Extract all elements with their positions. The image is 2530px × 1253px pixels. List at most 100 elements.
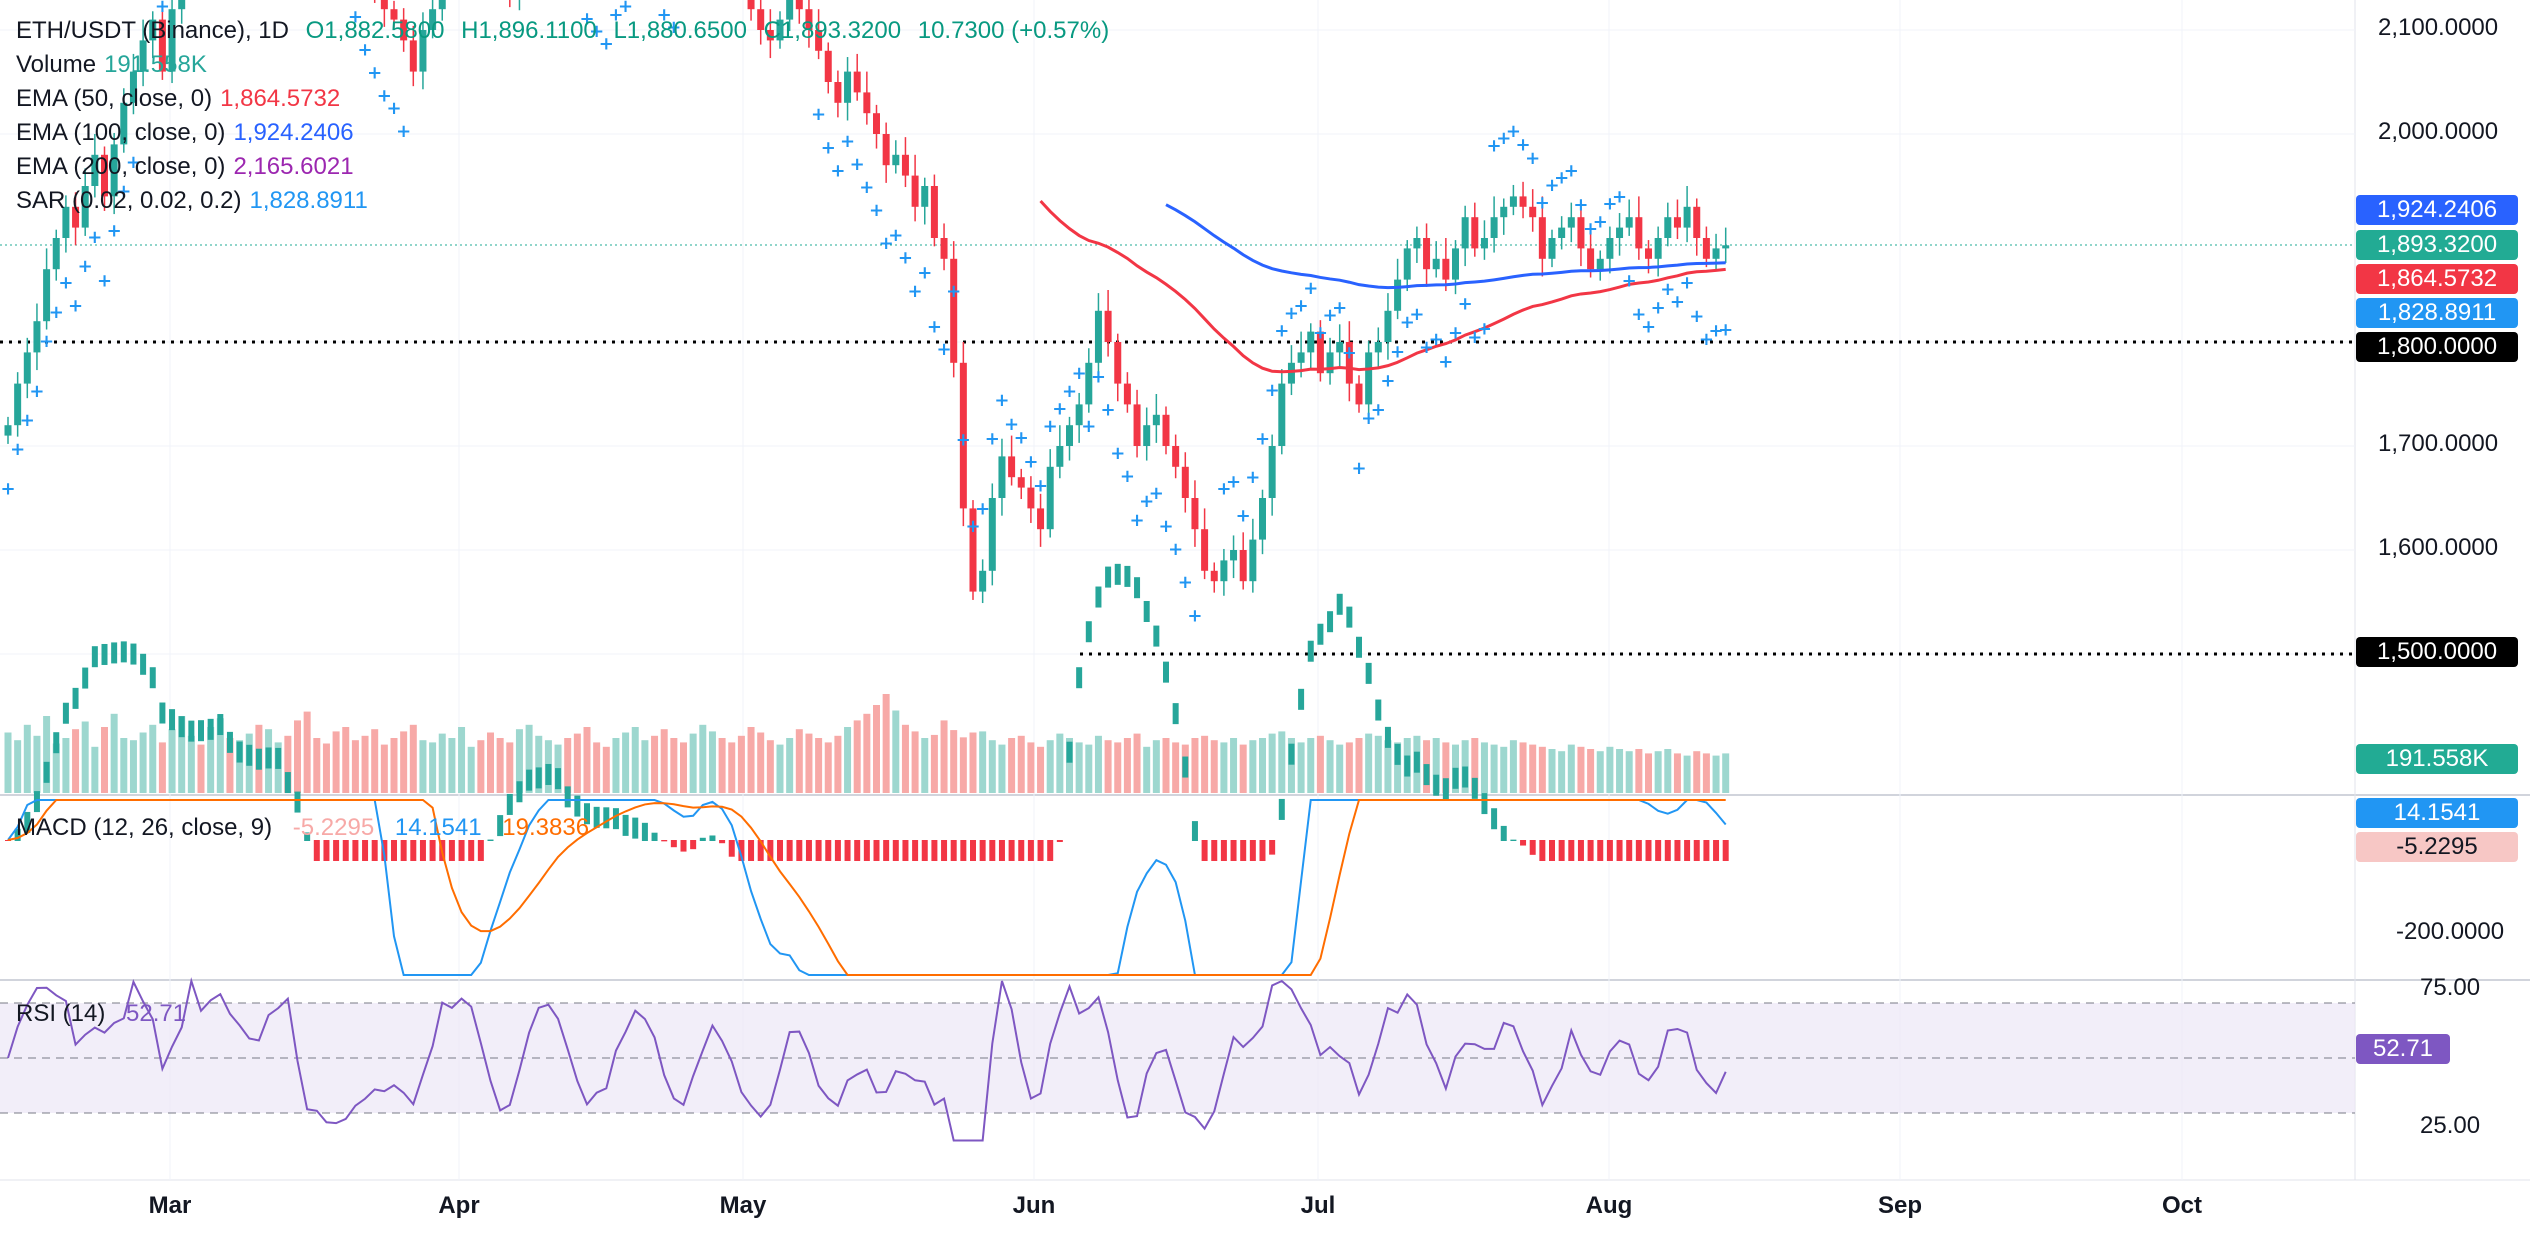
- sar-marker: +: [1043, 416, 1058, 437]
- sar-marker: +: [965, 516, 980, 537]
- candle-body: [149, 19, 157, 41]
- sar-marker: +: [1593, 211, 1608, 232]
- macd-histogram-bar: [1577, 840, 1584, 861]
- volume-bar: [824, 742, 832, 793]
- macd-histogram-bar: [555, 768, 562, 790]
- macd-histogram-bar: [1606, 840, 1613, 861]
- volume-bar: [284, 735, 292, 793]
- sar-marker: +: [975, 498, 990, 519]
- time-axis-label: Mar: [148, 1192, 192, 1219]
- symbol-label: ETH/USDT (Binance), 1D: [16, 17, 289, 44]
- sar-marker: +: [1429, 329, 1444, 350]
- candle-body: [72, 206, 80, 228]
- sar-marker: +: [618, 0, 633, 17]
- macd-histogram-bar: [979, 840, 986, 861]
- volume-bar: [1355, 738, 1363, 793]
- sar-marker: +: [1641, 316, 1656, 337]
- candle-body: [1654, 238, 1662, 259]
- sar-marker: +: [1361, 408, 1376, 429]
- volume-bar: [72, 729, 80, 793]
- sar-marker: +: [1409, 304, 1424, 325]
- sar-marker: +: [126, 152, 141, 173]
- sar-marker: +: [1158, 516, 1173, 537]
- macd-histogram-bar: [1404, 755, 1411, 777]
- volume-bar: [631, 727, 639, 793]
- candle-body: [1249, 539, 1257, 582]
- candle-body: [1008, 456, 1016, 478]
- volume-bar: [969, 732, 977, 793]
- legend-volume[interactable]: Volume 191.558K: [16, 51, 207, 78]
- macd-histogram-bar: [1664, 840, 1671, 861]
- sar-marker: +: [1699, 329, 1714, 350]
- sar-marker: +: [1323, 305, 1338, 326]
- volume-bar: [853, 720, 861, 793]
- sar-marker: +: [1255, 429, 1270, 450]
- candle-body: [1191, 498, 1199, 530]
- macd-histogram-bar: [1105, 566, 1112, 588]
- macd-histogram-bar: [892, 840, 899, 861]
- macd-histogram-bar: [1018, 840, 1025, 861]
- sar-marker: +: [155, 0, 170, 17]
- macd-histogram-bar: [1114, 563, 1121, 585]
- macd-histogram-bar: [603, 807, 610, 829]
- macd-histogram-bar: [313, 840, 320, 861]
- candle-body: [950, 258, 958, 363]
- candle-body: [1423, 238, 1431, 270]
- candle-body: [1384, 310, 1392, 342]
- macd-histogram-bar: [584, 803, 590, 825]
- candle-body: [81, 186, 89, 228]
- volume-bar: [1008, 738, 1016, 793]
- rsi-legend[interactable]: RSI (14) 52.71: [16, 1000, 200, 1028]
- volume-bar: [178, 716, 186, 793]
- volume-bar: [1712, 755, 1720, 793]
- time-axis-label: Aug: [1585, 1192, 1633, 1219]
- sar-marker: +: [956, 430, 971, 451]
- macd-histogram-bar: [796, 840, 803, 861]
- macd-histogram-bar: [1182, 756, 1189, 778]
- candle-body: [1500, 206, 1508, 218]
- candle-body: [1259, 498, 1266, 540]
- macd-histogram-bar: [1288, 743, 1295, 765]
- macd-histogram-bar: [1211, 840, 1218, 861]
- volume-bar: [1239, 744, 1247, 793]
- legend-sar[interactable]: SAR (0.02, 0.02, 0.2) 1,828.8911: [16, 187, 368, 214]
- macd-histogram-bar: [207, 718, 214, 740]
- volume-bar: [158, 742, 166, 793]
- volume-bar: [641, 740, 649, 793]
- macd-histogram-bar: [863, 840, 870, 861]
- macd-histogram-bar: [1568, 840, 1575, 861]
- macd-histogram-bar: [545, 763, 552, 785]
- volume-bar: [380, 744, 388, 793]
- candle-body: [1702, 238, 1710, 259]
- volume-bar: [670, 738, 678, 793]
- sar-marker: +: [657, 4, 672, 25]
- volume-bar: [1094, 735, 1102, 793]
- sar-marker: +: [937, 339, 952, 360]
- macd-histogram-bar: [825, 840, 832, 861]
- legend-ema100[interactable]: EMA (100, close, 0) 1,924.2406: [16, 119, 354, 146]
- level-1500-tag: 1,500.0000: [2356, 637, 2518, 667]
- sar-marker: +: [1351, 458, 1366, 479]
- candle-body: [930, 186, 938, 238]
- volume-bar: [1027, 742, 1035, 793]
- macd-histogram-bar: [82, 667, 89, 689]
- macd-histogram-bar: [612, 808, 619, 830]
- macd-histogram-bar: [950, 840, 957, 861]
- macd-histogram-bar: [506, 793, 513, 815]
- candle-body: [1519, 196, 1527, 207]
- macd-legend[interactable]: MACD (12, 26, close, 9) -5.2295 14.1541 …: [16, 814, 603, 842]
- volume-bar: [361, 735, 369, 793]
- volume-bar: [535, 735, 543, 793]
- legend-ema200[interactable]: EMA (200, close, 0) 2,165.6021: [16, 153, 354, 180]
- volume-bar: [487, 732, 494, 793]
- macd-histogram-bar: [670, 840, 677, 848]
- sar-marker: +: [589, 21, 604, 42]
- legend-ema50[interactable]: EMA (50, close, 0) 1,864.5732: [16, 85, 341, 112]
- volume-bar: [371, 729, 379, 793]
- candle-body: [1307, 331, 1315, 353]
- macd-histogram-bar: [1452, 767, 1459, 789]
- volume-bar: [1683, 755, 1691, 793]
- candle-body: [1114, 342, 1122, 384]
- macd-histogram-bar: [1703, 840, 1710, 861]
